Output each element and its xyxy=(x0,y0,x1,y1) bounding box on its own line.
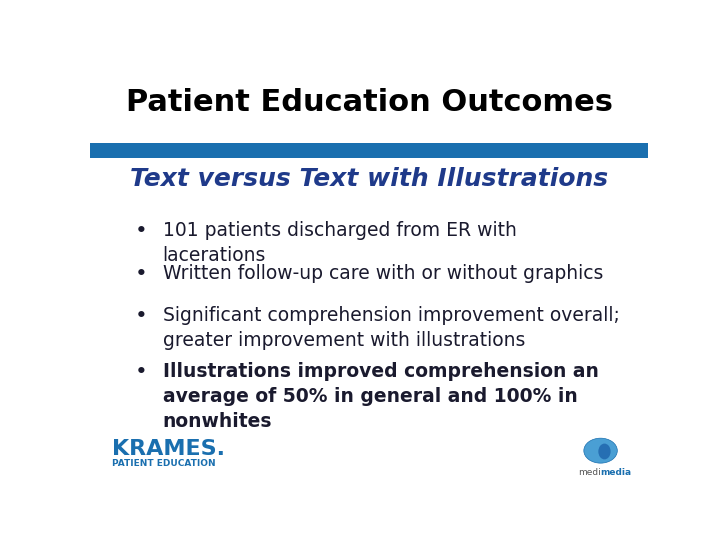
Text: medi: medi xyxy=(578,468,600,477)
Text: PATIENT EDUCATION: PATIENT EDUCATION xyxy=(112,458,216,468)
Text: Significant comprehension improvement overall;
greater improvement with illustra: Significant comprehension improvement ov… xyxy=(163,306,619,350)
Text: •: • xyxy=(135,306,148,326)
Text: 101 patients discharged from ER with
lacerations: 101 patients discharged from ER with lac… xyxy=(163,221,516,265)
FancyBboxPatch shape xyxy=(90,143,648,158)
Text: Patient Education Outcomes: Patient Education Outcomes xyxy=(125,87,613,117)
Ellipse shape xyxy=(598,443,611,460)
Text: KRAMES.: KRAMES. xyxy=(112,440,225,460)
Circle shape xyxy=(584,438,617,463)
Text: Written follow-up care with or without graphics: Written follow-up care with or without g… xyxy=(163,265,603,284)
Text: media: media xyxy=(600,468,631,477)
Text: Text versus Text with Illustrations: Text versus Text with Illustrations xyxy=(130,167,608,191)
Text: •: • xyxy=(135,265,148,285)
Text: Illustrations improved comprehension an
average of 50% in general and 100% in
no: Illustrations improved comprehension an … xyxy=(163,362,598,431)
Text: •: • xyxy=(135,221,148,241)
Text: •: • xyxy=(135,362,148,382)
